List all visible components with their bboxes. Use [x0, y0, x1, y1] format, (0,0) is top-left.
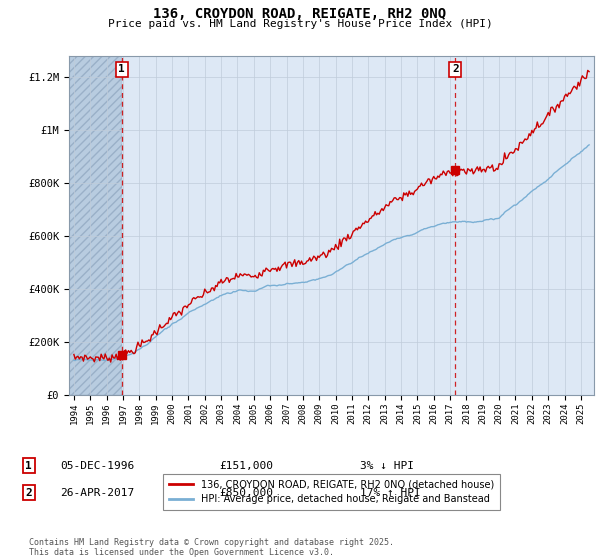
Text: 26-APR-2017: 26-APR-2017 [60, 488, 134, 498]
Text: 2: 2 [25, 488, 32, 498]
Legend: 136, CROYDON ROAD, REIGATE, RH2 0NQ (detached house), HPI: Average price, detach: 136, CROYDON ROAD, REIGATE, RH2 0NQ (det… [163, 474, 500, 510]
Text: 3% ↓ HPI: 3% ↓ HPI [360, 461, 414, 471]
Text: 05-DEC-1996: 05-DEC-1996 [60, 461, 134, 471]
Text: £151,000: £151,000 [219, 461, 273, 471]
Text: 2: 2 [452, 64, 458, 74]
Text: Price paid vs. HM Land Registry's House Price Index (HPI): Price paid vs. HM Land Registry's House … [107, 19, 493, 29]
Text: 136, CROYDON ROAD, REIGATE, RH2 0NQ: 136, CROYDON ROAD, REIGATE, RH2 0NQ [154, 7, 446, 21]
Text: Contains HM Land Registry data © Crown copyright and database right 2025.
This d: Contains HM Land Registry data © Crown c… [29, 538, 394, 557]
Text: 1: 1 [25, 461, 32, 471]
Bar [69, 56, 122, 395]
Text: 1: 1 [118, 64, 125, 74]
Text: 17% ↑ HPI: 17% ↑ HPI [360, 488, 421, 498]
Text: £850,000: £850,000 [219, 488, 273, 498]
